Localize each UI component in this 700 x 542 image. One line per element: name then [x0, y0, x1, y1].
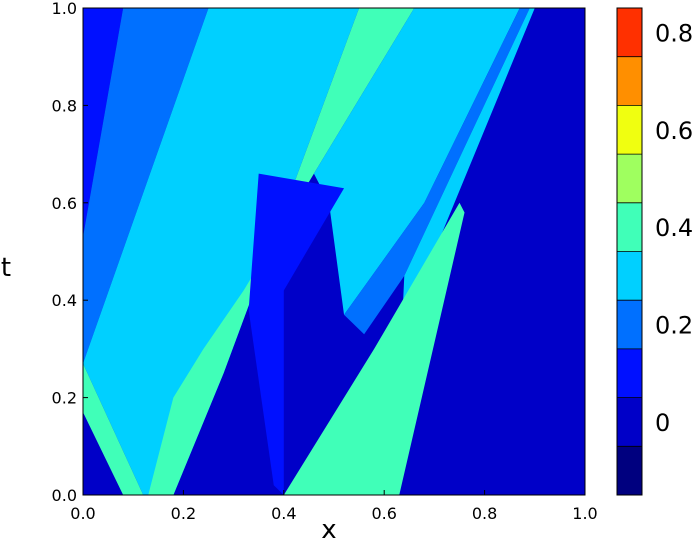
- colorbar-tick-label-1: 0.2: [655, 312, 693, 340]
- colorbar-band-0: [617, 446, 642, 495]
- colorbar-tick-label-0: 0: [655, 409, 670, 437]
- colorbar-band-4: [617, 251, 642, 301]
- colorbar-tick-label-3: 0.6: [655, 117, 693, 145]
- x-tick-label-3: 0.6: [371, 504, 396, 523]
- contour-band-3: [83, 8, 360, 495]
- x-tick-label-1: 0.2: [171, 504, 196, 523]
- y-tick-label-0: 0.0: [52, 486, 77, 505]
- colorbar-band-9: [617, 8, 642, 57]
- colorbar-band-5: [617, 202, 642, 252]
- y-tick-label-4: 0.8: [52, 96, 77, 115]
- colorbar-band-7: [617, 105, 642, 155]
- y-tick-label-3: 0.6: [52, 194, 77, 213]
- colorbar-ticks: 0 0.2 0.4 0.6 0.8: [655, 19, 693, 437]
- contour-band-5: [313, 8, 520, 315]
- colorbar-band-6: [617, 154, 642, 203]
- colorbar-frame: [616, 7, 643, 496]
- plot-area: [82, 7, 586, 496]
- colorbar-band-1: [617, 397, 642, 447]
- colorbar-band-3: [617, 300, 642, 349]
- colorbar: 0 0.2 0.4 0.6 0.8: [616, 7, 693, 496]
- x-tick-label-2: 0.4: [271, 504, 296, 523]
- x-tick-label-0: 0.0: [70, 504, 95, 523]
- contour-band-4: [83, 8, 415, 495]
- y-tick-label-1: 0.2: [52, 389, 77, 408]
- colorbar-band-8: [617, 56, 642, 106]
- x-axis-label: x: [321, 515, 336, 542]
- colorbar-tick-label-4: 0.8: [655, 19, 693, 47]
- x-tick-label-5: 1.0: [572, 504, 597, 523]
- x-tick-label-4: 0.8: [472, 504, 497, 523]
- plot-frame: [82, 7, 586, 496]
- contour-band-6: [344, 8, 530, 335]
- colorbar-band-2: [617, 348, 642, 398]
- contour-band-8: [283, 202, 465, 495]
- contour-band-9: [248, 173, 345, 495]
- colorbar-bands: [617, 8, 642, 495]
- y-tick-label-5: 1.0: [52, 0, 77, 18]
- colorbar-tick-label-2: 0.4: [655, 214, 693, 242]
- y-tick-label-2: 0.4: [52, 291, 77, 310]
- y-axis-label: t: [1, 253, 11, 283]
- y-axis: 0.0 0.2 0.4 0.6 0.8 1.0: [52, 0, 88, 505]
- contour-bands: [83, 8, 585, 495]
- x-axis: 0.0 0.2 0.4 0.6 0.8 1.0: [70, 490, 598, 523]
